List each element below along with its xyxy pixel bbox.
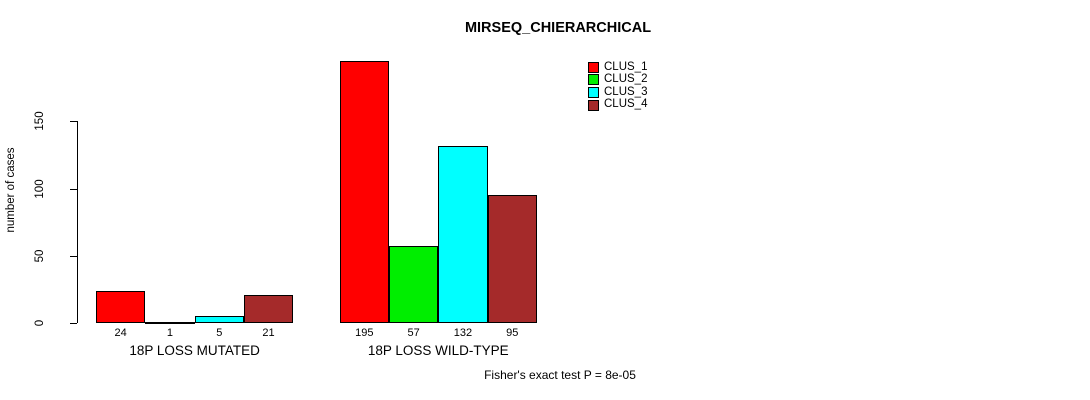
legend-swatch-clus-1: [588, 61, 599, 73]
legend-swatch-clus-2: [588, 74, 599, 86]
y-tick-label: 0: [34, 319, 46, 327]
y-tick-label: 50: [34, 249, 46, 263]
bar-clus-2-18p-loss-wild-type: [389, 246, 439, 323]
legend-row-clus-1: CLUS_1: [588, 61, 647, 74]
bar-clus-2-18p-loss-mutated: [145, 321, 195, 324]
bar-value-label: 57: [407, 327, 420, 339]
legend-row-clus-3: CLUS_3: [588, 86, 647, 99]
legend: CLUS_1 CLUS_2 CLUS_3 CLUS_4: [588, 61, 647, 111]
bar-clus-1-18p-loss-mutated: [96, 290, 146, 323]
x-category-label-18p-loss-wild-type: 18P LOSS WILD-TYPE: [367, 343, 509, 358]
legend-label: CLUS_4: [604, 98, 648, 111]
bar-value-label: 132: [453, 327, 473, 339]
bar-value-label: 1: [166, 327, 173, 339]
y-tick-label: 100: [34, 178, 46, 199]
y-axis-line: [77, 121, 78, 323]
bar-clus-3-18p-loss-mutated: [194, 316, 244, 323]
statistical-test-annotation: Fisher's exact test P = 8e-05: [484, 368, 636, 382]
legend-label: CLUS_3: [604, 85, 648, 98]
bar-clus-3-18p-loss-wild-type: [438, 145, 488, 323]
y-tick-mark: [70, 323, 77, 324]
legend-swatch-clus-4: [588, 99, 599, 111]
x-category-label-18p-loss-mutated: 18P LOSS MUTATED: [129, 343, 260, 358]
bar-value-label: 21: [262, 327, 275, 339]
bar-value-label: 195: [355, 327, 374, 339]
bar-clus-4-18p-loss-mutated: [243, 294, 294, 323]
bar-clus-4-18p-loss-wild-type: [487, 195, 537, 323]
bar-value-label: 95: [506, 327, 519, 339]
legend-label: CLUS_2: [604, 73, 648, 86]
chart-title: MIRSEQ_CHIERARCHICAL: [464, 20, 652, 36]
bar-clus-1-18p-loss-wild-type: [339, 60, 389, 323]
y-tick-mark: [70, 121, 77, 123]
legend-swatch-clus-3: [588, 86, 599, 98]
y-tick-mark: [70, 188, 77, 190]
legend-row-clus-4: CLUS_4: [588, 99, 647, 112]
bar-value-label: 24: [114, 327, 127, 339]
y-tick-label: 150: [34, 111, 46, 131]
legend-label: CLUS_1: [604, 60, 648, 73]
y-tick-mark: [70, 255, 77, 257]
y-axis-label: number of cases: [5, 147, 17, 233]
legend-row-clus-2: CLUS_2: [588, 74, 647, 87]
bar-value-label: 5: [216, 327, 223, 339]
